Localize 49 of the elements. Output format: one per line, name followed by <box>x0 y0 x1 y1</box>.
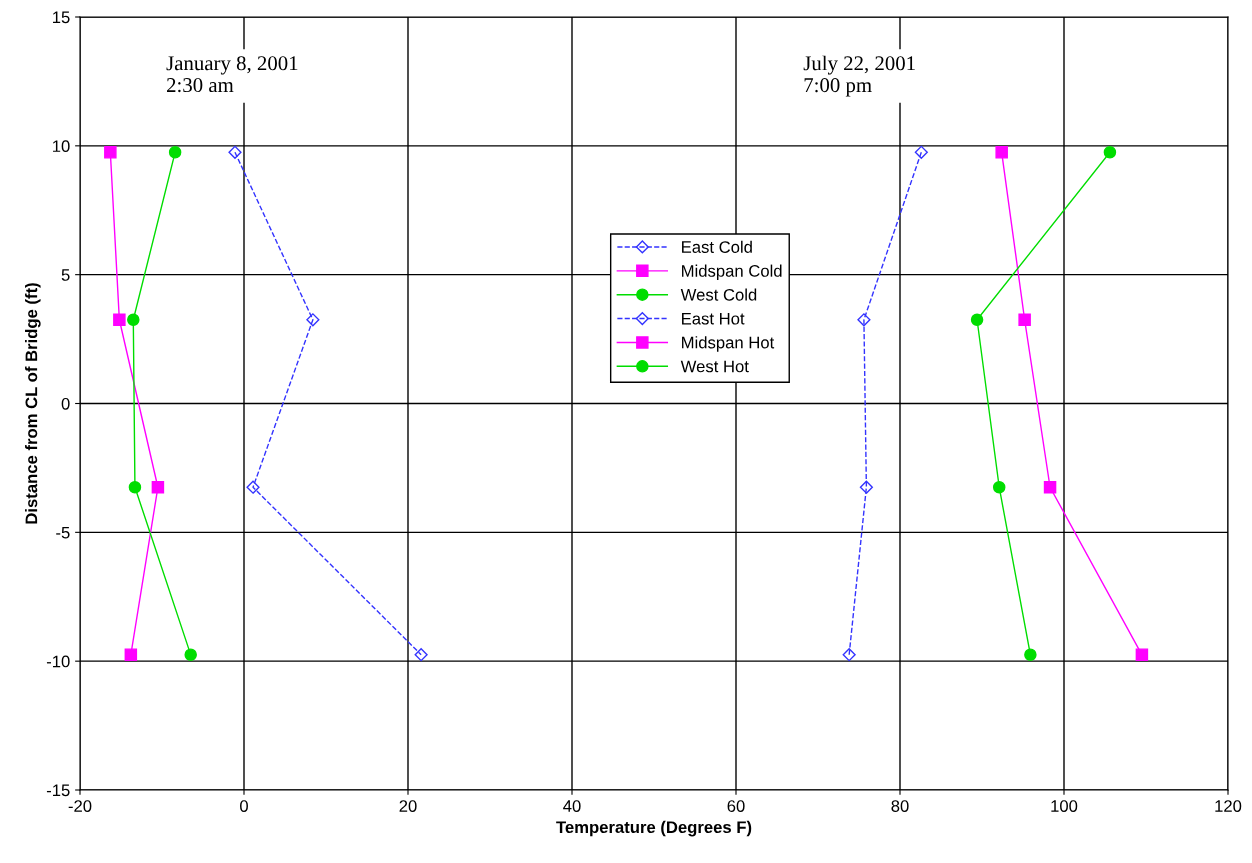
point <box>124 648 138 661</box>
x-tick-label: 120 <box>1215 800 1242 812</box>
annotation: July 22, 2001 7:00 pm <box>803 55 915 97</box>
y-tick-label: 5 <box>61 269 70 281</box>
legend-label: Midspan Cold <box>682 264 782 281</box>
legend-label: Midspan Hot <box>682 336 775 352</box>
point <box>970 313 984 327</box>
point <box>1103 146 1117 159</box>
legend-label: East Cold <box>682 240 752 253</box>
point <box>995 146 1008 159</box>
legend-label: West Hot <box>680 360 749 373</box>
y-tick-label: -10 <box>46 655 70 668</box>
y-tick-label: 0 <box>61 397 70 410</box>
point <box>306 313 320 327</box>
point <box>842 648 856 662</box>
x-tick-label: 100 <box>1051 800 1078 812</box>
point <box>113 313 126 327</box>
point <box>128 480 142 494</box>
y-tick-label: -15 <box>46 784 70 797</box>
point <box>1043 480 1057 494</box>
annotation: January 8, 2001 2:30 am <box>166 56 298 93</box>
point <box>857 313 871 327</box>
point <box>168 146 182 159</box>
point <box>246 480 260 494</box>
y-tick-label: -5 <box>56 526 70 539</box>
x-axis-title: Temperature (Degrees F) <box>556 820 752 837</box>
point <box>859 480 873 494</box>
x-tick-label: 0 <box>240 800 248 812</box>
x-tick-label: 60 <box>727 800 745 812</box>
legend-label: East Hot <box>682 312 745 325</box>
y-tick-label: 10 <box>53 140 70 153</box>
point <box>1018 313 1031 327</box>
point <box>914 145 928 159</box>
y-axis-title: Distance from CL of Bridge (ft) <box>25 283 41 524</box>
x-tick-label: -20 <box>68 800 92 812</box>
point <box>184 648 197 661</box>
x-tick-label: 40 <box>563 800 581 812</box>
legend-label: West Cold <box>680 288 757 301</box>
point <box>104 146 117 159</box>
x-tick-label: 80 <box>891 800 909 812</box>
y-tick-label: 15 <box>53 11 70 24</box>
point <box>992 480 1006 494</box>
point <box>151 480 165 494</box>
point <box>1135 648 1149 661</box>
point <box>414 648 428 662</box>
point <box>127 313 140 327</box>
point <box>228 145 242 159</box>
x-tick-label: 20 <box>399 800 417 812</box>
point <box>1024 648 1037 661</box>
